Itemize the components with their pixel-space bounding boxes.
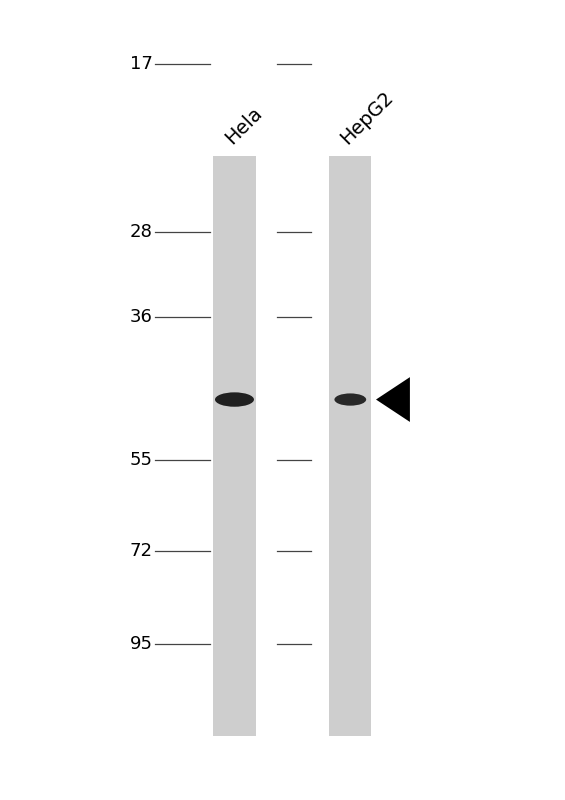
Text: Hela: Hela bbox=[221, 103, 266, 148]
Bar bbox=[329, 156, 371, 736]
Ellipse shape bbox=[334, 394, 366, 406]
Text: 17: 17 bbox=[130, 55, 153, 73]
Polygon shape bbox=[376, 377, 410, 422]
Text: HepG2: HepG2 bbox=[337, 88, 397, 148]
Text: 55: 55 bbox=[129, 450, 153, 469]
Ellipse shape bbox=[215, 392, 254, 406]
Text: 72: 72 bbox=[129, 542, 153, 559]
Text: 95: 95 bbox=[129, 635, 153, 653]
Text: 36: 36 bbox=[130, 308, 153, 326]
Bar bbox=[214, 156, 255, 736]
Text: 28: 28 bbox=[130, 223, 153, 241]
